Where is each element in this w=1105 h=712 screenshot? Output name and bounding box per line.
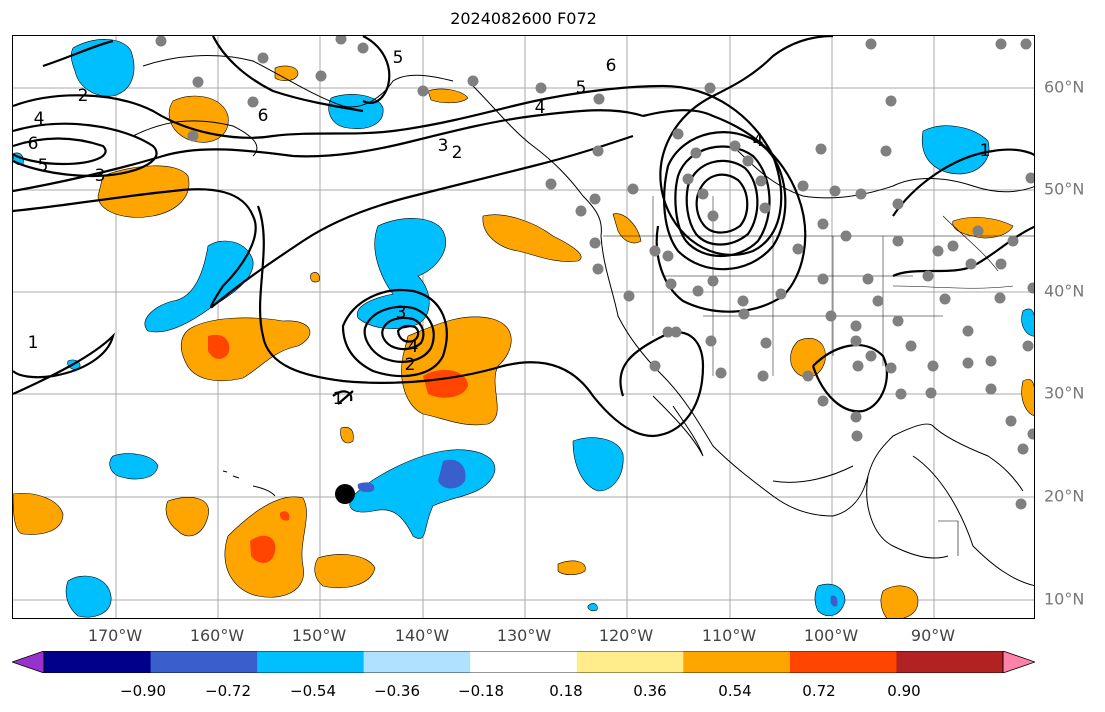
contour-label: 2 [78, 86, 89, 106]
lon-label-100w: 100°W [803, 626, 859, 645]
colorbar-tick-label: 0.18 [549, 682, 583, 700]
colorbar-segment [683, 651, 791, 673]
map-title: 2024082600 F072 [450, 9, 597, 28]
contour-label: 2 [452, 143, 463, 163]
colorbar-tick-label: −0.90 [120, 682, 166, 700]
lon-label-120w: 120°W [598, 626, 654, 645]
lat-label-20n: 20°N [1044, 486, 1085, 506]
colorbar-segment [896, 651, 1004, 673]
lat-label-30n: 30°N [1044, 383, 1085, 403]
lat-label-50n: 50°N [1044, 179, 1085, 199]
contour-label: 1 [28, 333, 39, 353]
negative-anomaly-fills [13, 39, 1034, 618]
contour-label: 6 [258, 106, 269, 126]
contour-label: 3 [438, 136, 449, 156]
tc-position-marker [335, 484, 355, 504]
lon-label-150w: 150°W [291, 626, 347, 645]
contour-label: 4 [408, 337, 419, 357]
contour-label: 6 [28, 134, 39, 154]
colorbar-segment [470, 651, 578, 673]
lon-label-130w: 130°W [496, 626, 552, 645]
colorbar-segment [44, 651, 152, 673]
contour-label: 2 [405, 355, 416, 375]
colorbar-tick-label: −0.54 [290, 682, 336, 700]
lat-label-10n: 10°N [1044, 589, 1085, 609]
contour-label: 1 [333, 389, 344, 409]
contour-label: 4 [753, 131, 764, 151]
colorbar-segment [789, 651, 897, 673]
station-markers [155, 36, 1034, 510]
colorbar-extend-low [12, 651, 45, 673]
strong-negative-fills [357, 459, 838, 607]
contour-lines [13, 36, 1034, 438]
positive-anomaly-fills [13, 65, 1034, 618]
contour-label: 6 [606, 56, 617, 76]
colorbar-segment [576, 651, 684, 673]
contour-label: 5 [393, 48, 404, 68]
colorbar-segment [257, 651, 365, 673]
lon-label-160w: 160°W [189, 626, 245, 645]
colorbar-tick-label: 0.72 [802, 682, 836, 700]
contour-labels: 2 4 6 5 3 5 6 4 3 2 4 5 6 1 1 3 4 2 1 [28, 48, 991, 409]
lon-label-90w: 90°W [910, 626, 956, 645]
colorbar-extend-high [1002, 651, 1035, 673]
lon-label-170w: 170°W [87, 626, 143, 645]
colorbar-tick-label: −0.72 [205, 682, 251, 700]
colorbar-tick-label: 0.90 [887, 682, 921, 700]
colorbar-tick-label: 0.36 [633, 682, 667, 700]
contour-label: 4 [535, 98, 546, 118]
map-frame: 2 4 6 5 3 5 6 4 3 2 4 5 6 1 1 3 4 2 1 [12, 35, 1035, 619]
colorbar-segment [150, 651, 258, 673]
lat-label-40n: 40°N [1044, 281, 1085, 301]
colorbar-tick-label: −0.36 [374, 682, 420, 700]
contour-label: 5 [576, 78, 587, 98]
colorbar-tick-label: −0.18 [458, 682, 504, 700]
contour-label: 4 [34, 109, 45, 129]
lon-label-140w: 140°W [394, 626, 450, 645]
lon-label-110w: 110°W [701, 626, 757, 645]
colorbar-border [43, 651, 1004, 673]
lat-label-60n: 60°N [1044, 77, 1085, 97]
contour-label: 3 [396, 303, 407, 323]
contour-label: 3 [95, 166, 106, 186]
map-canvas: 2 4 6 5 3 5 6 4 3 2 4 5 6 1 1 3 4 2 1 [13, 36, 1034, 618]
colorbar [12, 651, 1035, 673]
contour-label: 1 [980, 141, 991, 161]
colorbar-tick-label: 0.54 [718, 682, 752, 700]
contour-label: 5 [38, 156, 49, 176]
strong-positive-fills [208, 334, 468, 563]
colorbar-segment [363, 651, 471, 673]
